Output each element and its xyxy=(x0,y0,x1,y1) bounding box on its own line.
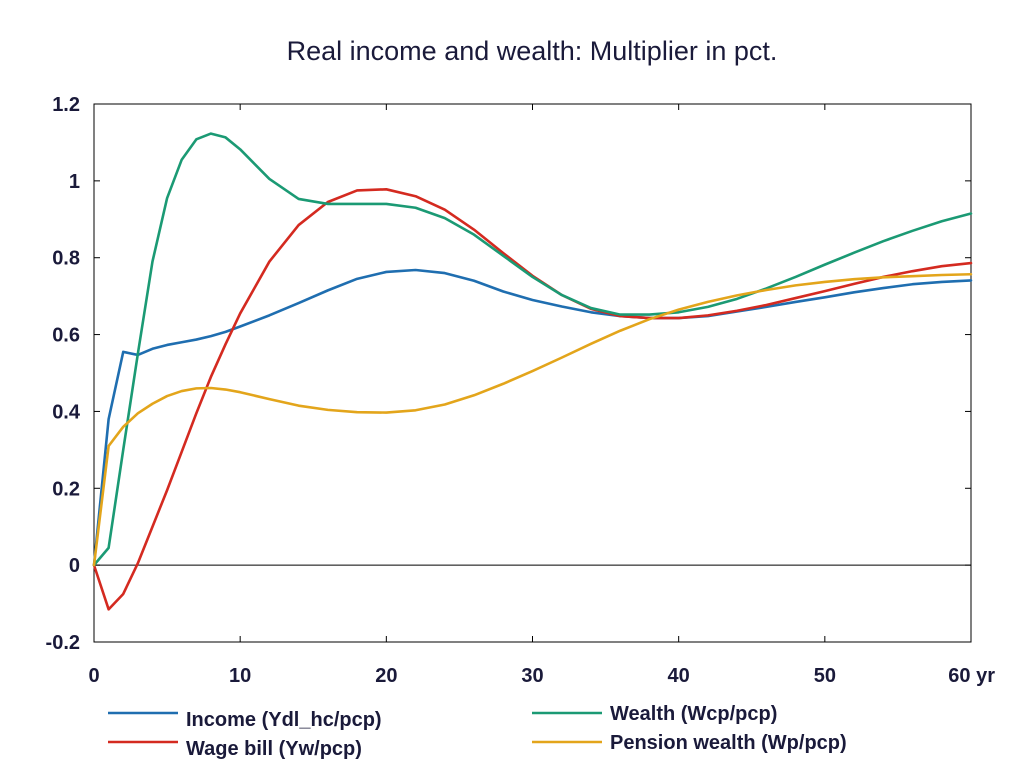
legend-label: Pension wealth (Wp/pcp) xyxy=(610,732,847,754)
x-tick-label: 50 xyxy=(814,665,836,687)
plot-area: 1.2 1 0.8 0.6 0.4 0.2 0 -0.2 0 10 20 30 40 50 60 yr xyxy=(46,94,996,687)
x-tick-label: 20 xyxy=(375,665,397,687)
y-tick-label: 1.2 xyxy=(52,94,80,116)
x-tick-label: 60 yr xyxy=(948,665,995,687)
y-tick-label: 0.8 xyxy=(52,248,80,270)
plot-frame xyxy=(93,103,972,643)
y-tick-label: 0.6 xyxy=(52,325,80,347)
legend: Income (Ydl_hc/pcp) Wealth (Wcp/pcp) Wage … xyxy=(108,703,847,760)
legend-label: Income (Ydl_hc/pcp) xyxy=(186,709,382,731)
x-tick-label: 30 xyxy=(521,665,543,687)
y-tick-label: 0 xyxy=(69,555,80,577)
y-tick-label: 1 xyxy=(69,171,80,193)
x-tick-label: 10 xyxy=(229,665,251,687)
series-line-1 xyxy=(92,188,973,611)
series-line-0 xyxy=(92,268,973,567)
y-tick-label: -0.2 xyxy=(46,632,80,654)
legend-label: Wage bill (Yw/pcp) xyxy=(186,738,362,760)
x-tick-label: 0 xyxy=(88,665,99,687)
legend-label: Wealth (Wcp/pcp) xyxy=(610,703,777,725)
chart-title: Real income and wealth: Multiplier in pc… xyxy=(287,36,778,66)
series-line-3 xyxy=(92,272,973,567)
series-line-2 xyxy=(92,132,973,567)
y-tick-label: 0.2 xyxy=(52,478,80,500)
y-tick-label: 0.4 xyxy=(52,401,81,423)
x-tick-label: 40 xyxy=(668,665,690,687)
